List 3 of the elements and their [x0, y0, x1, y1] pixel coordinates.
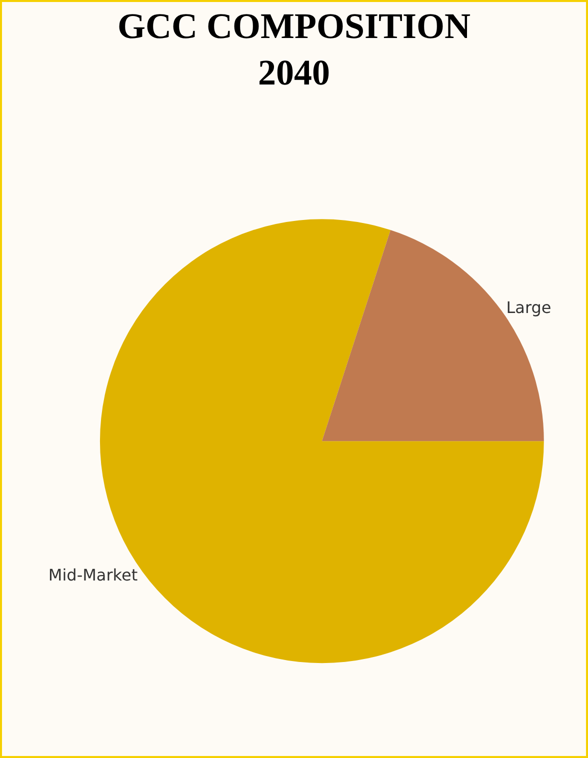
slice-label: Large: [506, 298, 552, 317]
slice-label: Mid-Market: [48, 565, 138, 584]
chart-title: GCC COMPOSITION 2040: [117, 6, 471, 93]
